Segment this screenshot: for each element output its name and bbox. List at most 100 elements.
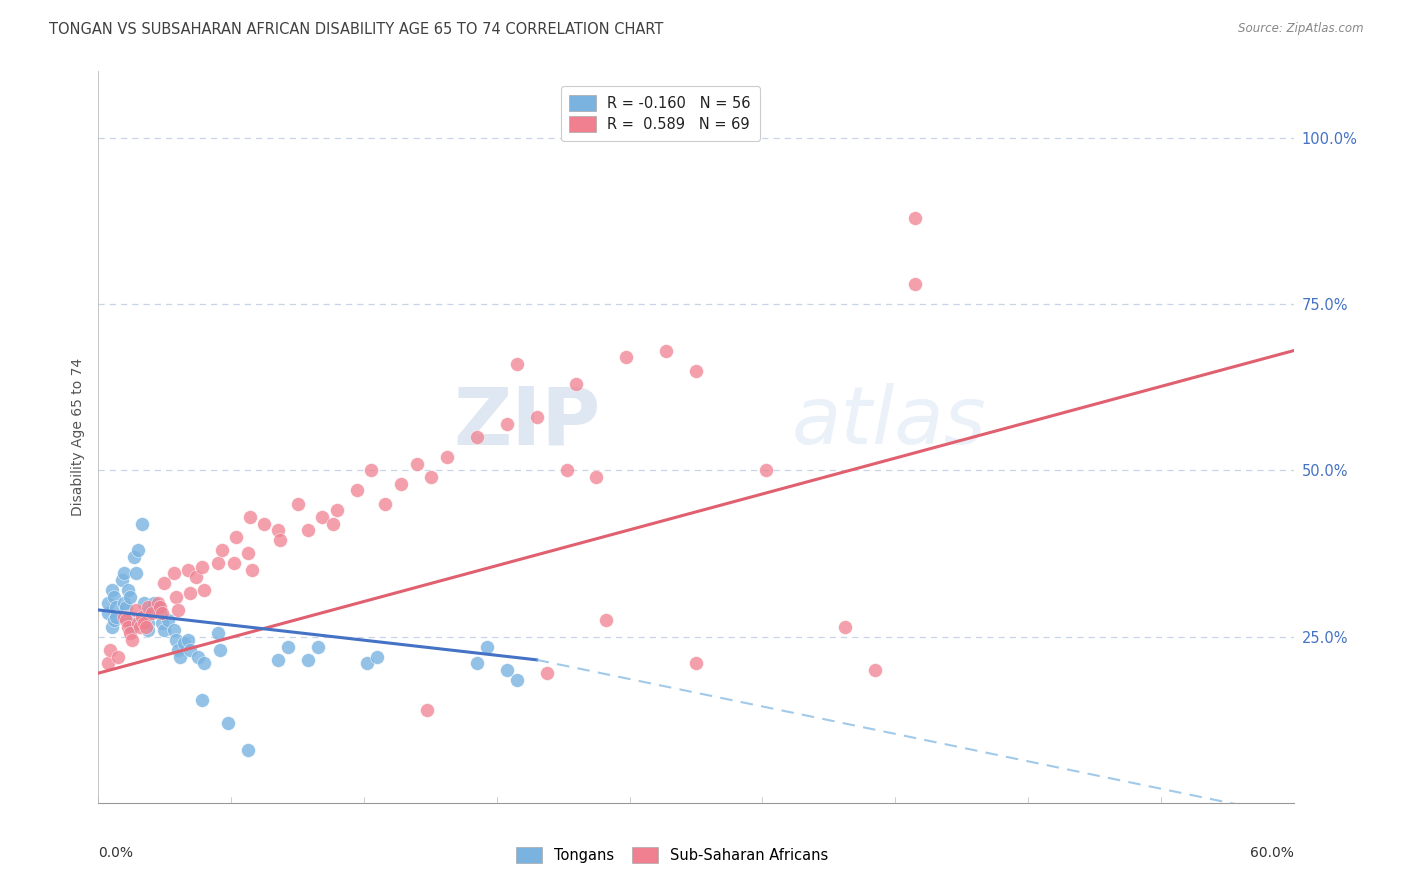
Point [207, 626, 229, 640]
Point [131, 516, 153, 531]
Point [97, 607, 120, 621]
Point [120, 616, 142, 631]
Point [207, 557, 229, 571]
Point [208, 643, 231, 657]
Point [165, 632, 187, 647]
Point [495, 663, 517, 677]
Legend: Tongans, Sub-Saharan Africans: Tongans, Sub-Saharan Africans [510, 841, 834, 869]
Point [148, 599, 170, 614]
Point [374, 497, 396, 511]
Point [536, 666, 558, 681]
Point [124, 549, 146, 564]
Point [135, 607, 157, 621]
Point [526, 410, 548, 425]
Point [269, 533, 291, 548]
Point [287, 497, 309, 511]
Text: Source: ZipAtlas.com: Source: ZipAtlas.com [1239, 22, 1364, 36]
Point [127, 616, 149, 631]
Point [117, 619, 139, 633]
Point [267, 653, 290, 667]
Point [834, 619, 856, 633]
Point [149, 607, 172, 621]
Point [141, 599, 163, 614]
Point [225, 530, 247, 544]
Point [153, 576, 176, 591]
Point [267, 523, 290, 537]
Point [311, 509, 333, 524]
Point [121, 632, 143, 647]
Point [366, 649, 388, 664]
Point [193, 656, 215, 670]
Text: 0.0%: 0.0% [98, 846, 134, 860]
Point [97, 596, 120, 610]
Point [436, 450, 458, 464]
Point [101, 619, 124, 633]
Point [169, 649, 191, 664]
Point [307, 640, 329, 654]
Point [141, 607, 163, 621]
Point [121, 619, 143, 633]
Point [211, 543, 233, 558]
Point [565, 376, 588, 391]
Point [236, 742, 259, 756]
Point [346, 483, 368, 498]
Point [297, 653, 319, 667]
Point [143, 596, 166, 610]
Point [163, 566, 186, 581]
Point [356, 656, 378, 670]
Point [360, 463, 382, 477]
Point [755, 463, 778, 477]
Point [112, 566, 135, 581]
Point [465, 430, 488, 444]
Point [134, 616, 156, 631]
Text: 60.0%: 60.0% [1250, 846, 1294, 860]
Point [107, 649, 129, 664]
Point [149, 599, 172, 614]
Point [153, 623, 176, 637]
Point [506, 673, 529, 687]
Point [506, 357, 529, 371]
Point [98, 643, 122, 657]
Point [685, 363, 707, 377]
Point [179, 643, 201, 657]
Point [585, 470, 607, 484]
Point [120, 626, 142, 640]
Point [148, 596, 170, 610]
Point [191, 559, 214, 574]
Point [177, 563, 200, 577]
Point [222, 557, 245, 571]
Point [150, 607, 173, 621]
Point [406, 457, 429, 471]
Point [904, 277, 927, 292]
Point [131, 609, 153, 624]
Point [191, 692, 214, 706]
Point [125, 566, 148, 581]
Point [416, 703, 439, 717]
Point [389, 476, 412, 491]
Point [193, 582, 215, 597]
Point [420, 470, 443, 484]
Point [112, 609, 135, 624]
Point [253, 516, 276, 531]
Point [97, 656, 120, 670]
Point [277, 640, 299, 654]
Point [125, 603, 148, 617]
Point [217, 716, 239, 731]
Point [117, 582, 139, 597]
Point [103, 613, 125, 627]
Point [120, 590, 142, 604]
Point [135, 619, 157, 633]
Point [115, 613, 138, 627]
Point [865, 663, 887, 677]
Point [614, 351, 637, 365]
Point [136, 623, 159, 637]
Point [127, 543, 149, 558]
Point [685, 656, 707, 670]
Point [655, 343, 678, 358]
Text: ZIP: ZIP [453, 384, 600, 461]
Point [136, 616, 159, 631]
Point [117, 609, 139, 624]
Point [150, 616, 173, 631]
Point [134, 596, 156, 610]
Point [157, 613, 180, 627]
